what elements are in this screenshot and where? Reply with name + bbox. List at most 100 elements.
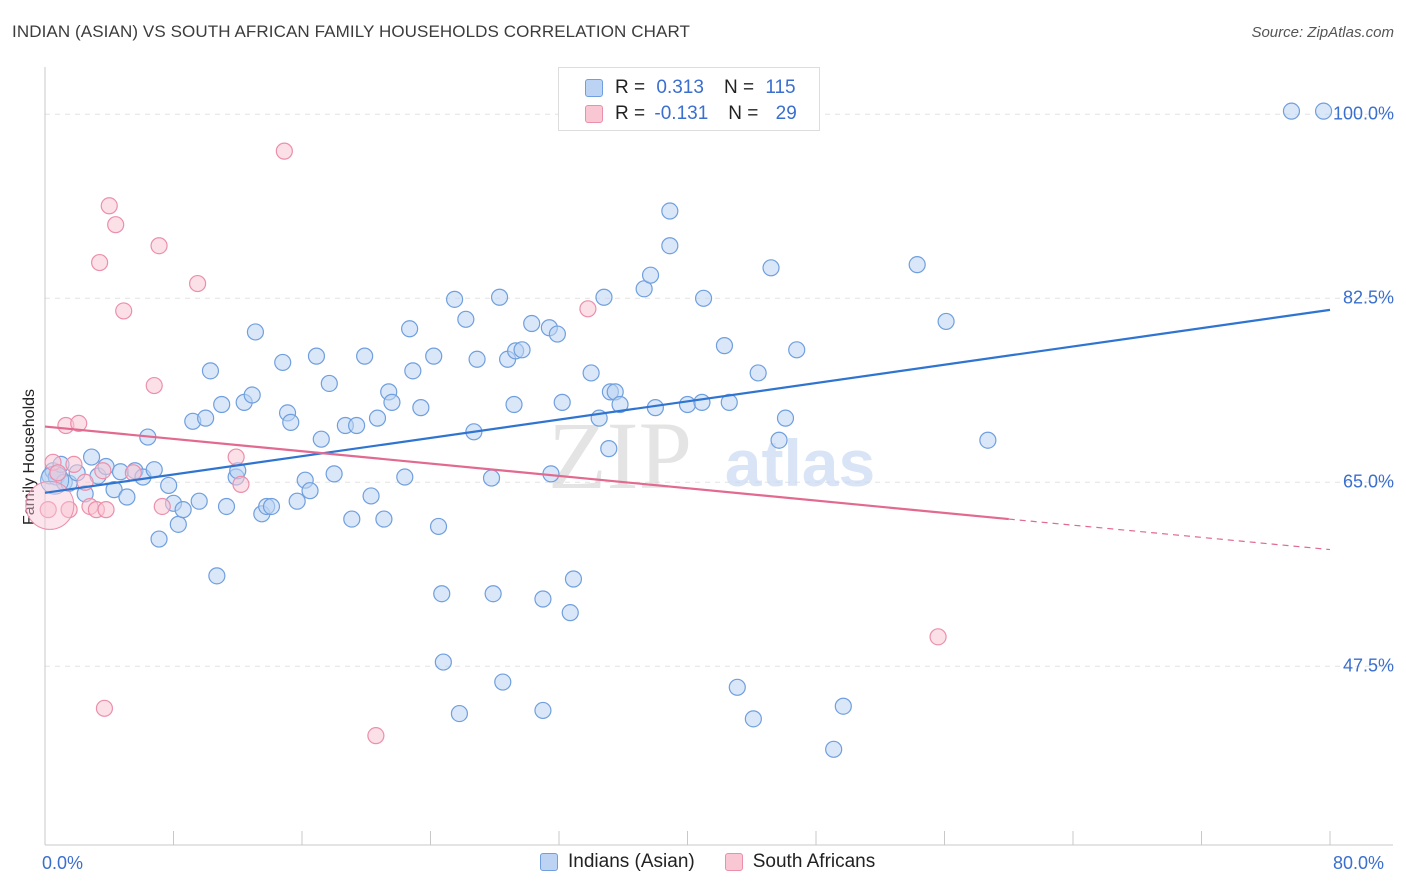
point-indians	[368, 409, 387, 427]
point-south-africans	[275, 142, 293, 160]
legend-r-value: 0.313	[656, 77, 704, 98]
legend-item-indians[interactable]: Indians (Asian)	[540, 851, 695, 873]
point-south-africans	[94, 462, 112, 480]
point-indians	[788, 341, 806, 359]
trend-line-south-africans	[44, 425, 1009, 521]
point-indians	[450, 704, 469, 723]
point-indians	[433, 585, 451, 603]
point-indians	[1314, 102, 1333, 120]
point-indians	[356, 347, 374, 365]
legend-swatch-pink	[585, 105, 603, 123]
point-indians	[534, 590, 552, 608]
point-south-africans	[227, 448, 245, 466]
point-indians	[548, 325, 566, 343]
point-south-africans	[150, 237, 168, 255]
point-south-africans	[39, 501, 57, 519]
point-indians	[174, 501, 192, 519]
point-south-africans	[232, 475, 250, 493]
point-indians	[908, 256, 926, 274]
legend-n-value: 115	[765, 77, 796, 98]
point-indians	[362, 487, 380, 505]
point-indians	[834, 697, 852, 715]
point-indians	[105, 481, 123, 499]
point-indians	[744, 710, 762, 728]
point-indians	[412, 399, 430, 417]
point-indians	[641, 266, 660, 284]
point-south-africans	[60, 501, 78, 519]
point-indians	[325, 465, 343, 483]
point-indians	[1282, 102, 1301, 120]
point-indians	[429, 517, 448, 536]
legend-swatch-blue	[540, 853, 558, 871]
point-indians	[396, 468, 414, 486]
point-south-africans	[49, 464, 67, 482]
trend-lines	[44, 308, 1331, 551]
point-indians	[482, 469, 501, 487]
legend-r-label: R =	[615, 77, 646, 98]
point-indians	[770, 431, 788, 449]
point-indians	[693, 393, 711, 411]
legend-swatch-pink	[724, 853, 743, 871]
axes	[44, 67, 1393, 846]
legend-n-label: N =	[728, 103, 759, 124]
y-tick-label: 47.5%	[1342, 655, 1394, 676]
point-indians	[937, 312, 955, 331]
point-indians	[307, 347, 326, 365]
point-indians	[553, 393, 571, 411]
point-indians	[282, 413, 300, 431]
point-indians	[208, 567, 226, 585]
y-tick-label: 82.5%	[1342, 287, 1394, 308]
point-indians	[375, 510, 393, 528]
point-indians	[434, 653, 452, 671]
point-indians	[728, 678, 746, 696]
legend-n-value: 29	[775, 103, 797, 124]
point-indians	[523, 314, 541, 333]
point-south-africans	[579, 300, 597, 318]
point-south-africans	[95, 699, 114, 717]
legend-label-south-africans: South Africans	[752, 851, 876, 872]
point-south-africans	[188, 274, 207, 293]
grid-lines	[45, 113, 1393, 667]
point-indians	[401, 320, 419, 338]
point-indians	[343, 510, 361, 528]
point-indians	[534, 701, 552, 720]
point-indians	[694, 289, 713, 307]
point-indians	[611, 395, 629, 414]
point-indians	[404, 362, 422, 380]
y-tick-label: 100.0%	[1332, 103, 1394, 124]
point-indians	[513, 341, 531, 359]
trend-line-south-africans-extension	[1008, 518, 1331, 551]
point-indians	[484, 585, 502, 603]
point-indians	[288, 492, 306, 510]
legend-item-south-africans[interactable]: South Africans	[724, 851, 876, 873]
series-legend: Indians (Asian) South Africans	[540, 851, 905, 873]
point-indians	[749, 364, 767, 382]
point-indians	[246, 323, 265, 341]
point-indians	[217, 497, 236, 516]
point-south-africans	[91, 253, 109, 272]
point-indians	[301, 482, 319, 500]
point-south-africans	[70, 414, 88, 433]
point-indians	[457, 310, 475, 328]
point-indians	[825, 740, 843, 758]
point-indians	[383, 393, 401, 411]
legend-r-value: -0.131	[654, 103, 709, 124]
chart-title: INDIAN (ASIAN) VS SOUTH AFRICAN FAMILY H…	[12, 22, 690, 41]
point-indians	[145, 461, 163, 479]
legend-row-indians: R = 0.313 N = 115	[585, 76, 796, 100]
x-tick-max: 80.0%	[1333, 853, 1385, 873]
point-indians	[582, 364, 600, 382]
point-indians	[490, 288, 509, 306]
point-indians	[600, 440, 618, 458]
x-tick-min: 0.0%	[42, 853, 84, 873]
point-indians	[82, 448, 101, 466]
point-indians	[762, 259, 780, 277]
point-indians	[979, 431, 997, 449]
point-indians	[201, 362, 220, 380]
legend-label-indians: Indians (Asian)	[568, 851, 695, 872]
point-south-africans	[97, 501, 115, 519]
series-south-africans-points	[25, 142, 947, 745]
point-indians	[595, 288, 613, 306]
point-south-africans	[153, 497, 171, 516]
